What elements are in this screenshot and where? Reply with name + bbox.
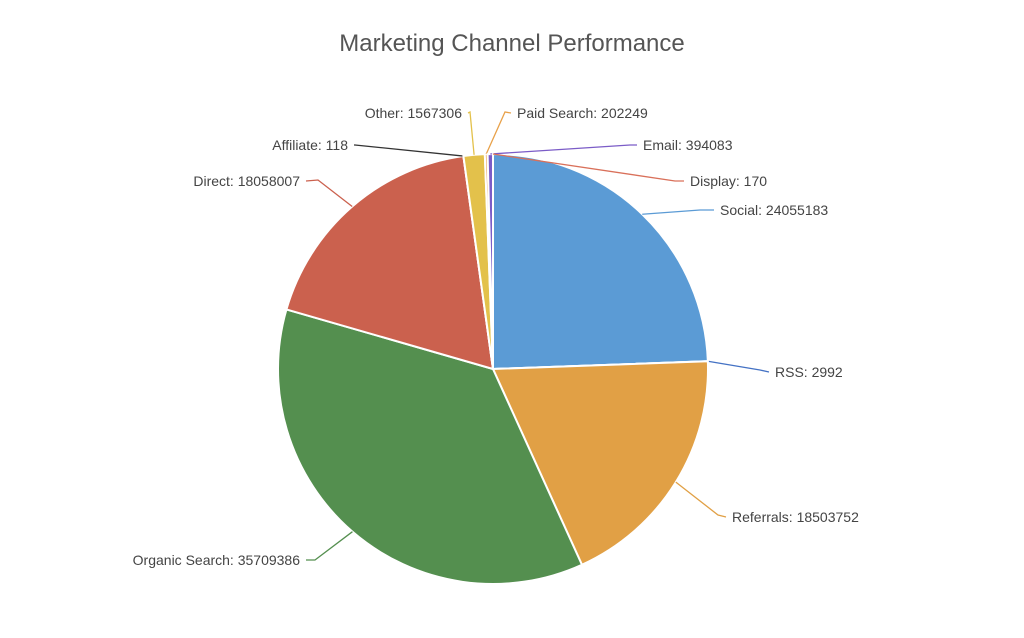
slice-label-organic-search: Organic Search: 35709386 bbox=[133, 552, 301, 568]
slice-label-email: Email: 394083 bbox=[643, 137, 733, 153]
pie-slice-social[interactable] bbox=[492, 152, 709, 371]
chart-title: Marketing Channel Performance bbox=[339, 30, 685, 57]
leader-line-social bbox=[642, 209, 714, 215]
leader-line-affiliate bbox=[354, 144, 464, 157]
pie-slice-organic-search[interactable] bbox=[277, 308, 584, 585]
slice-label-display: Display: 170 bbox=[690, 173, 767, 189]
leader-line-direct bbox=[305, 179, 353, 208]
slice-label-paid-search: Paid Search: 202249 bbox=[517, 105, 648, 121]
slice-label-rss: RSS: 2992 bbox=[775, 364, 843, 380]
slice-label-social: Social: 24055183 bbox=[720, 202, 828, 218]
leader-line-paid-search bbox=[485, 111, 512, 155]
leader-line-display bbox=[492, 153, 684, 182]
leader-line-referrals bbox=[675, 481, 727, 518]
leader-line-rss bbox=[707, 360, 770, 373]
leader-line-email bbox=[490, 144, 637, 155]
slice-label-direct: Direct: 18058007 bbox=[193, 173, 300, 189]
slice-label-affiliate: Affiliate: 118 bbox=[272, 137, 348, 153]
slice-label-referrals: Referrals: 18503752 bbox=[732, 509, 859, 525]
leader-line-other bbox=[467, 110, 475, 155]
pie-slice-referrals[interactable] bbox=[491, 360, 709, 567]
pie-slice-direct[interactable] bbox=[285, 154, 495, 371]
leader-line-organic-search bbox=[306, 531, 353, 561]
slice-label-other: Other: 1567306 bbox=[365, 105, 463, 121]
